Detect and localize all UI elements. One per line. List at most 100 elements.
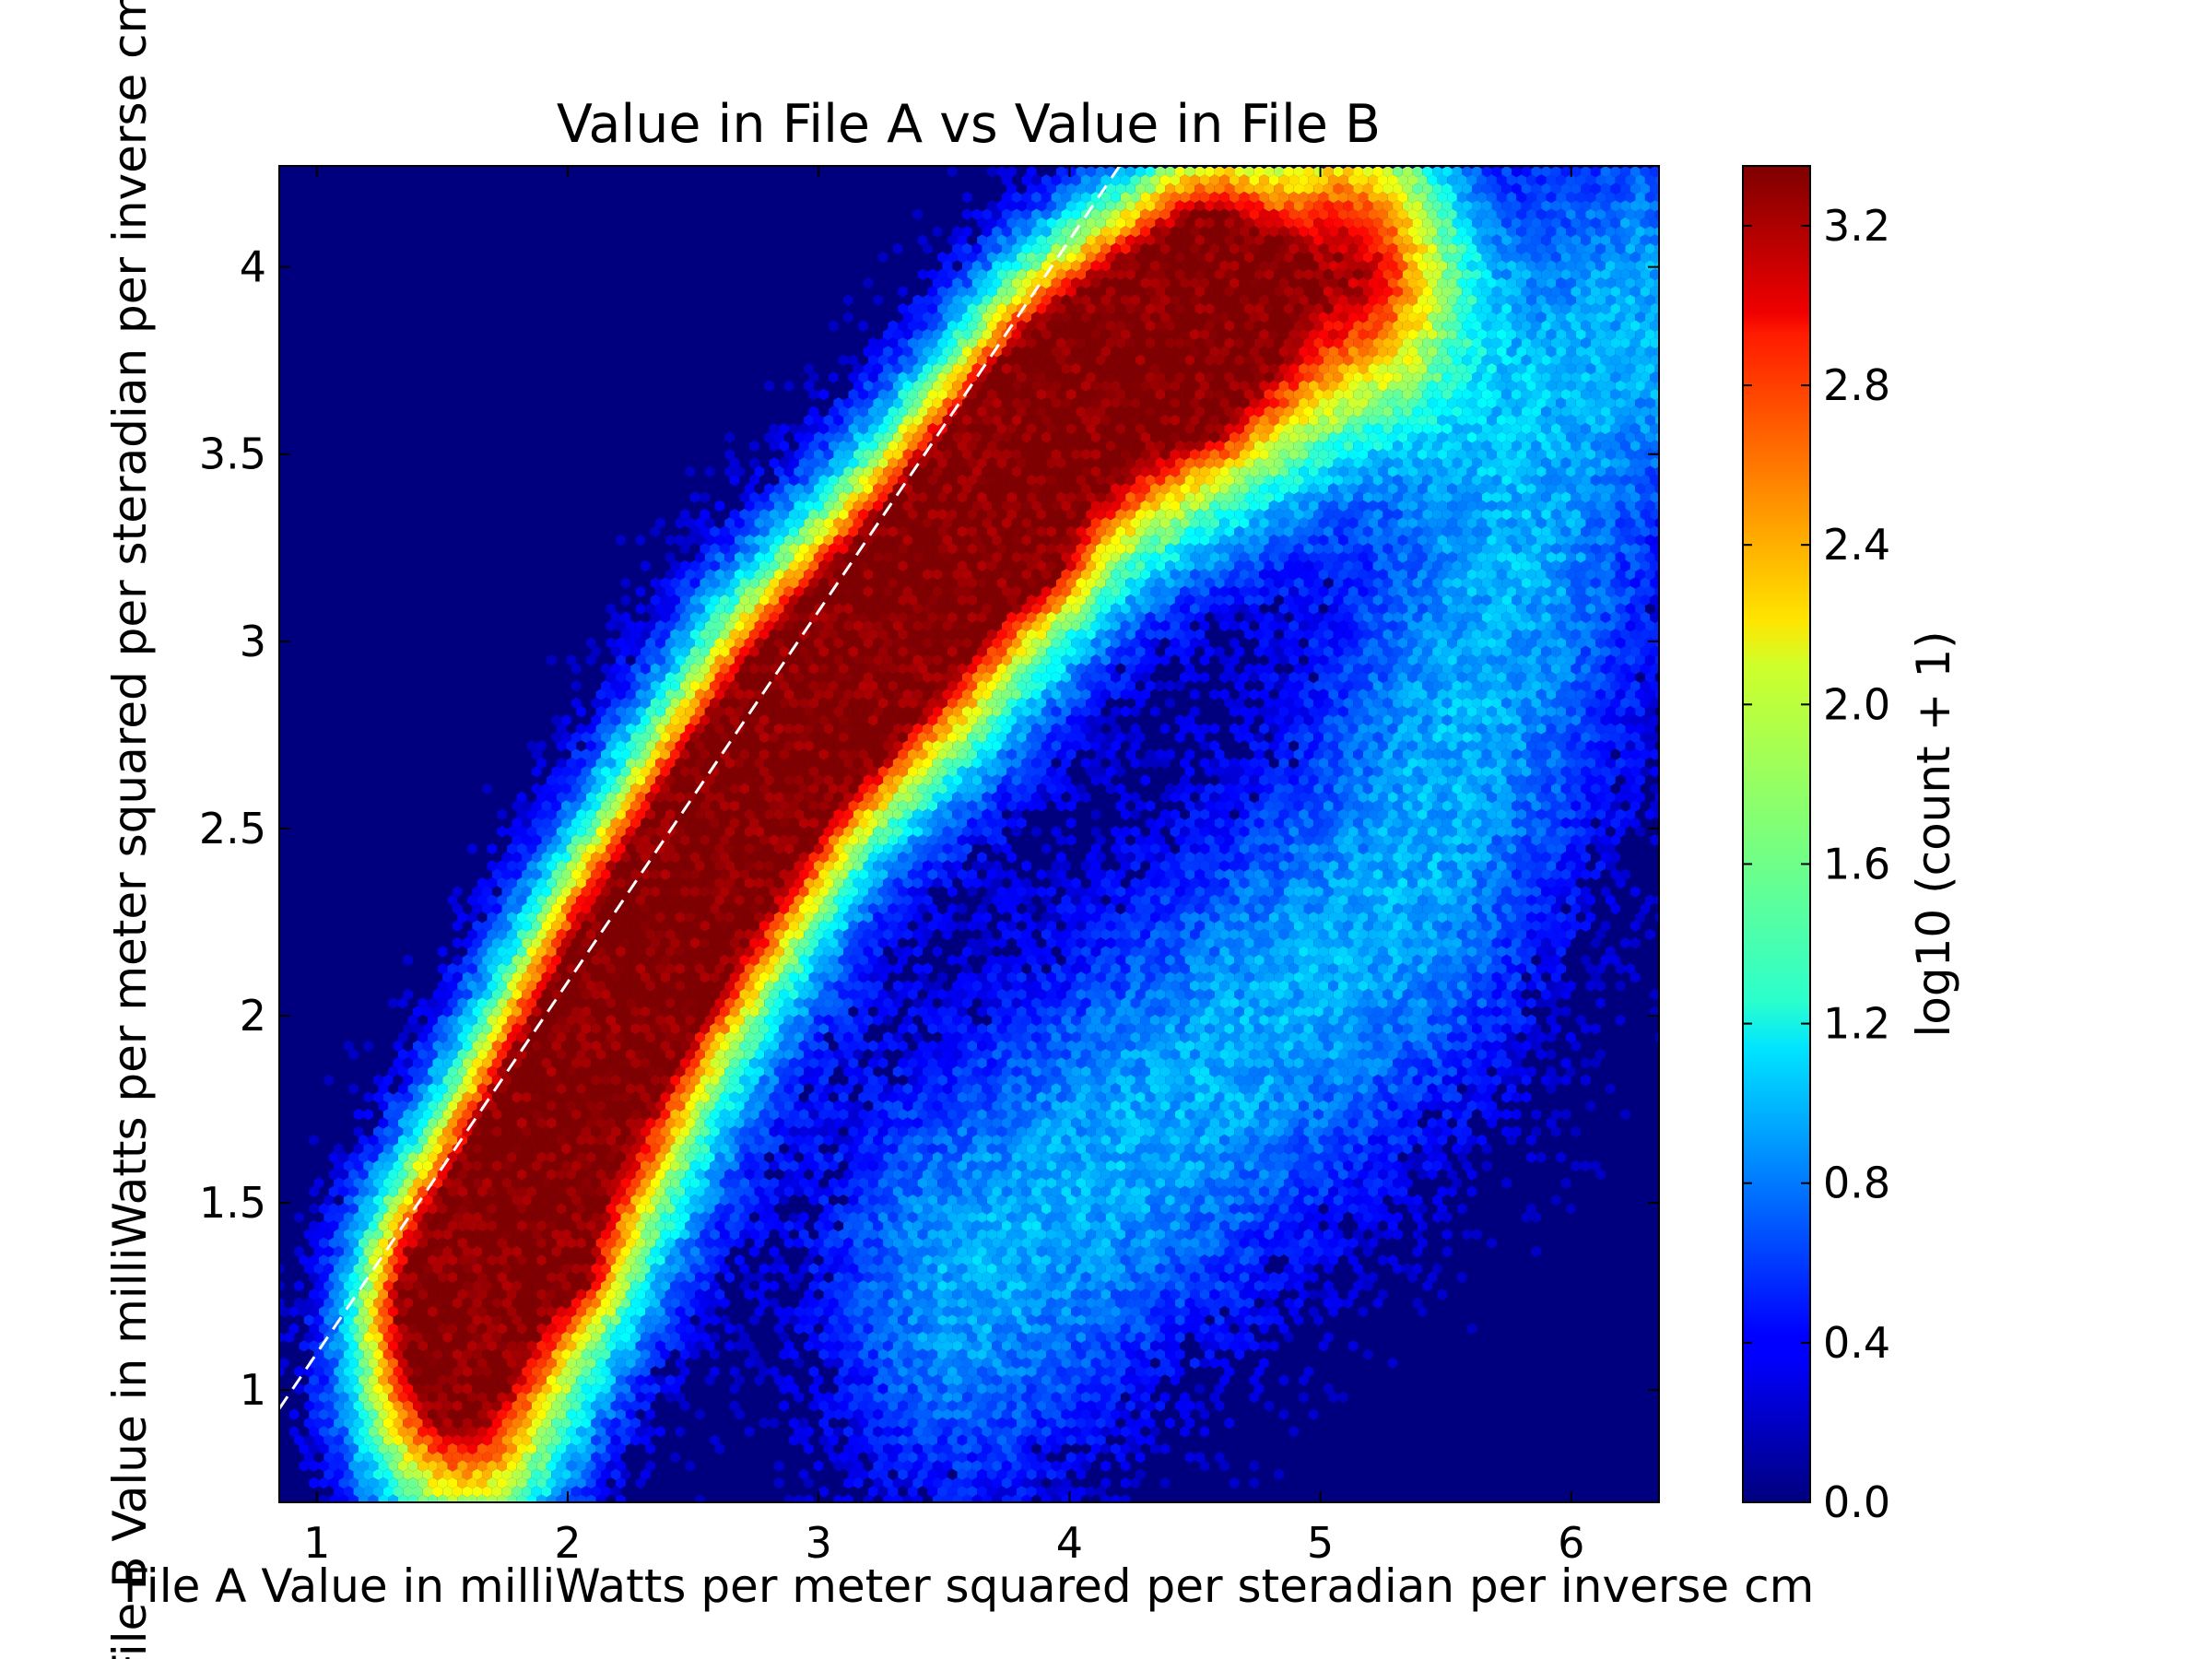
hex-cell (1259, 226, 1269, 238)
hex-cell (1234, 182, 1244, 194)
hex-cell (1125, 182, 1135, 194)
hex-cell (1456, 191, 1467, 204)
hex-cell (1105, 234, 1116, 246)
hex-cell (1293, 200, 1304, 212)
hex-cell (996, 200, 1007, 212)
hex-cell (1610, 234, 1621, 246)
hex-cell (1368, 208, 1378, 220)
hex-cell (1293, 166, 1304, 178)
hex-cell (1244, 200, 1254, 212)
hex-cell (1466, 208, 1477, 220)
hex-cell (1174, 200, 1185, 212)
hex-cell (1125, 217, 1135, 229)
hex-cell (1501, 166, 1512, 178)
hex-cell (1090, 226, 1101, 238)
hex-cell (1422, 234, 1433, 246)
hex-cell (1441, 182, 1453, 194)
hex-cell (1199, 191, 1210, 204)
hex-cell (1660, 269, 1670, 280)
hex-cell (1239, 242, 1250, 255)
hex-cell (952, 226, 962, 238)
hex-cell (1640, 182, 1651, 194)
hex-cell (1535, 242, 1547, 255)
hex-cell (1650, 217, 1659, 229)
hex-cell (1328, 191, 1338, 204)
hex-cell (1590, 234, 1601, 246)
hex-cell (1303, 182, 1314, 194)
hex-cell (1452, 200, 1463, 212)
hex-cell (1427, 208, 1438, 220)
hex-cell (877, 252, 888, 264)
hex-cell (1407, 208, 1418, 220)
hex-cell (1174, 166, 1185, 178)
hex-cell (1412, 200, 1423, 212)
hex-cell (1120, 226, 1131, 238)
hex-cell (1353, 217, 1363, 229)
hex-cell (977, 234, 987, 246)
hex-cell (1284, 217, 1294, 229)
hex-cell (1318, 242, 1329, 255)
hex-cell (1219, 191, 1230, 204)
hex-cell (1378, 242, 1388, 255)
hex-cell (1382, 217, 1394, 229)
hex-cell (1516, 242, 1527, 255)
hex-cell (1353, 200, 1363, 212)
hex-cell (1056, 234, 1066, 246)
hex-cell (1229, 191, 1240, 204)
hex-cell (1051, 191, 1062, 204)
hex-cell (1001, 191, 1012, 204)
hex-cell (1150, 242, 1160, 255)
hex-cell (1556, 242, 1566, 255)
hex-cell (1253, 217, 1265, 229)
hex-cell (1180, 208, 1190, 220)
hex-cell (996, 234, 1007, 246)
hex-cell (1021, 208, 1032, 220)
hex-cell (1313, 200, 1324, 212)
hex-cell (1362, 234, 1373, 246)
hex-cell (962, 242, 972, 255)
hex-cell (1001, 242, 1012, 255)
hex-cell (1135, 217, 1146, 229)
hex-cell (1278, 242, 1289, 255)
hex-cell (1180, 226, 1190, 238)
hex-cell (1644, 242, 1655, 255)
hex-cell (1284, 200, 1294, 212)
hex-cell (1006, 200, 1017, 212)
hex-cell (952, 242, 962, 255)
hex-cell (1090, 242, 1101, 255)
hex-cell (1159, 226, 1171, 238)
hex-cell (1472, 217, 1482, 229)
hex-cell (1299, 174, 1309, 186)
hex-cell (1299, 208, 1309, 220)
hex-cell (1268, 226, 1279, 238)
hex-cell (1546, 174, 1557, 186)
hex-cell (1125, 200, 1135, 212)
hex-cell (1180, 191, 1190, 204)
hex-cell (1111, 226, 1121, 238)
hex-cell (1560, 182, 1571, 194)
hex-cell (1481, 234, 1492, 246)
hex-cell (1640, 217, 1651, 229)
hex-cell (1407, 242, 1418, 255)
chart-title: Value in File A vs Value in File B (557, 94, 1381, 155)
hex-cell (1140, 242, 1150, 255)
hex-cell (1051, 242, 1062, 255)
hex-cell (1259, 174, 1269, 186)
hex-cell (1041, 242, 1052, 255)
hex-cell (1041, 191, 1052, 204)
hex-cell (1219, 174, 1230, 186)
hex-cell (1170, 242, 1181, 255)
hex-cell (1387, 191, 1398, 204)
hex-cell (1571, 182, 1582, 194)
hex-cell (1338, 226, 1348, 238)
hex-cell (1585, 174, 1596, 186)
hex-cell (1595, 208, 1606, 220)
hex-cell (1650, 166, 1659, 178)
hex-cell (1635, 174, 1645, 186)
hex-cell (1535, 208, 1547, 220)
hex-cell (1229, 242, 1240, 255)
hex-cell (996, 166, 1007, 178)
hex-cell (1481, 217, 1492, 229)
hex-cell (1456, 226, 1467, 238)
hex-cell (1447, 174, 1457, 186)
